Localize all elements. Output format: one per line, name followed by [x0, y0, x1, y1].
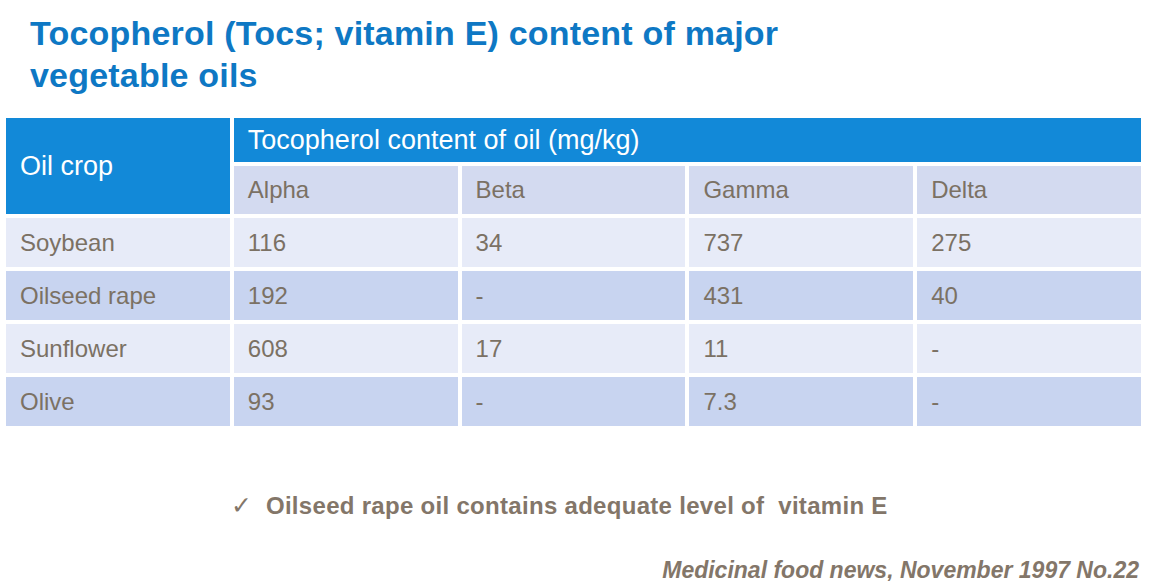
table-corner-header: Oil crop [6, 118, 230, 214]
page-title: Tocopherol (Tocs; vitamin E) content of … [30, 12, 1122, 96]
cell-value: 34 [462, 218, 686, 267]
table-row-soybean: Soybean 116 34 737 275 [6, 218, 1141, 267]
cell-value: - [917, 377, 1141, 426]
column-header-gamma: Gamma [689, 166, 913, 214]
cell-value: 737 [689, 218, 913, 267]
key-point-note: ✓ Oilseed rape oil contains adequate leve… [0, 463, 1152, 548]
table-row-sunflower: Sunflower 608 17 11 - [6, 324, 1141, 373]
cell-value: 192 [234, 271, 458, 320]
tocopherol-table: Oil crop Tocopherol content of oil (mg/k… [2, 114, 1145, 430]
cell-value: 431 [689, 271, 913, 320]
page-title-line2: vegetable oils [30, 54, 1122, 96]
cell-value: 275 [917, 218, 1141, 267]
cell-value: 93 [234, 377, 458, 426]
cell-value: - [917, 324, 1141, 373]
row-label: Oilseed rape [6, 271, 230, 320]
table-row-olive: Olive 93 - 7.3 - [6, 377, 1141, 426]
row-label: Sunflower [6, 324, 230, 373]
column-header-alpha: Alpha [234, 166, 458, 214]
row-label: Soybean [6, 218, 230, 267]
page-title-line1: Tocopherol (Tocs; vitamin E) content of … [30, 12, 1122, 54]
column-header-beta: Beta [462, 166, 686, 214]
check-icon: ✓ [231, 491, 252, 519]
table-row-oilseed-rape: Oilseed rape 192 - 431 40 [6, 271, 1141, 320]
slide: Tocopherol (Tocs; vitamin E) content of … [0, 12, 1152, 581]
cell-value: 11 [689, 324, 913, 373]
cell-value: 608 [234, 324, 458, 373]
cell-value: 40 [917, 271, 1141, 320]
table-group-header: Tocopherol content of oil (mg/kg) [234, 118, 1141, 162]
column-header-delta: Delta [917, 166, 1141, 214]
row-label: Olive [6, 377, 230, 426]
note-text: Oilseed rape oil contains adequate level… [266, 492, 888, 519]
cell-value: 7.3 [689, 377, 913, 426]
cell-value: - [462, 271, 686, 320]
cell-value: 17 [462, 324, 686, 373]
cell-value: 116 [234, 218, 458, 267]
cell-value: - [462, 377, 686, 426]
source-citation: Medicinal food news, November 1997 No.22 [0, 557, 1139, 581]
